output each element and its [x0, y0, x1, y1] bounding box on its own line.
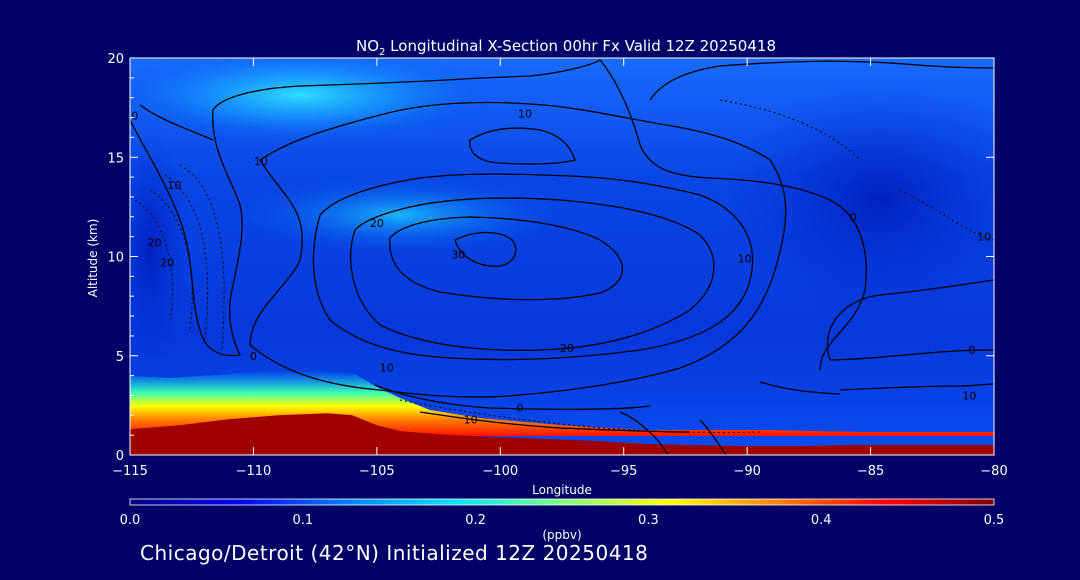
contour-label: 10: [380, 362, 394, 375]
contour-label: 10: [518, 108, 532, 121]
contour-label: 20: [560, 342, 574, 355]
contour-label-layer: 0 10 10 20 10 30 20 10 0 0 10 10 0 0 10 10 20 20: [131, 108, 991, 427]
colorbar-tick-label: 0.0: [120, 513, 141, 528]
contour-label: 10: [738, 252, 752, 265]
terrain-surface: [130, 413, 994, 455]
contour-label: 20: [148, 237, 162, 250]
x-tick-label: −100: [482, 464, 518, 479]
contour-label: 0: [131, 110, 138, 123]
colorbar: [130, 499, 994, 505]
contour-label: 20: [160, 256, 174, 269]
x-tick-label: −110: [236, 464, 272, 479]
y-axis-label: Altitude (km): [86, 219, 100, 298]
contour-line: [389, 216, 624, 301]
dotted-contour: [179, 164, 225, 351]
contour-label: 0: [850, 211, 857, 224]
axes-layer: −115 −110 −105 −100 −95 −90 −85 −80 0 5 10 15 20: [107, 52, 1007, 479]
x-tick-label: −95: [610, 464, 637, 479]
contour-line: [826, 279, 994, 361]
y-tick-label: 15: [107, 151, 124, 166]
contour-line: [829, 349, 994, 361]
dotted-contour: [134, 199, 174, 321]
upper-jet-field: [130, 58, 500, 145]
x-tick-label: −115: [112, 464, 148, 479]
east-dark-pool: [720, 80, 994, 320]
contour-lines: [130, 59, 994, 455]
negative-contours: [134, 99, 994, 433]
contour-line: [469, 127, 576, 165]
contour-label: 20: [370, 217, 384, 230]
x-axis-label: Longitude: [532, 483, 592, 497]
x-tick-label: −85: [857, 464, 884, 479]
dotted-contour: [149, 189, 193, 331]
contour-label: 10: [464, 413, 478, 426]
west-dark-pool: [130, 130, 190, 370]
contour-line: [374, 384, 651, 410]
colorbar-tick-label: 0.4: [811, 513, 832, 528]
x-tick-label: −90: [733, 464, 760, 479]
colorbar-tick-label: 0.5: [984, 513, 1005, 528]
colorbar-unit: (ppbv): [542, 528, 581, 542]
contour-line: [649, 60, 994, 101]
x-tick-label: −105: [359, 464, 395, 479]
contour-line: [699, 419, 727, 455]
contour-label: 0: [517, 401, 524, 414]
contour-line: [139, 104, 214, 141]
dotted-contour: [719, 99, 861, 161]
colorbar-frame: [129, 498, 995, 506]
plot-area: 0 10 10 20 10 30 20 10 0 0 10 10 0 0 10 10 20 20: [130, 58, 994, 455]
contour-label: 10: [254, 155, 268, 168]
chart-title: NO2 Longitudinal X-Section 00hr Fx Valid…: [356, 37, 776, 58]
contour-label: 10: [167, 179, 181, 192]
contour-line: [249, 101, 787, 398]
contour-line: [839, 383, 994, 391]
contour-label: 10: [962, 389, 976, 402]
y-tick-label: 20: [107, 52, 124, 67]
contour-label: 10: [977, 231, 991, 244]
contour-line: [454, 231, 517, 267]
contour-label: 0: [250, 350, 257, 363]
contour-line: [350, 197, 715, 351]
contour-label: 0: [968, 344, 975, 357]
y-tick-label: 10: [107, 251, 124, 266]
colorbar-tick-label: 0.1: [292, 513, 313, 528]
footer-caption: Chicago/Detroit (42°N) Initialized 12Z 2…: [140, 541, 649, 565]
contour-line: [212, 109, 243, 356]
colorbar-tick-label: 0.3: [638, 513, 659, 528]
contour-label: 30: [451, 249, 465, 262]
contour-line: [212, 59, 867, 371]
contour-line: [759, 381, 841, 395]
y-tick-label: 5: [116, 350, 124, 365]
dotted-contour: [399, 399, 761, 433]
terrain-layer: [130, 413, 994, 455]
colorbar-tick-label: 0.2: [465, 513, 486, 528]
dotted-contour: [899, 189, 994, 241]
mid-jet-field: [230, 175, 570, 255]
colorbar-ticks: 0.0 0.1 0.2 0.3 0.4 0.5: [120, 513, 1005, 528]
x-tick-label: −80: [980, 464, 1007, 479]
y-tick-label: 0: [116, 449, 124, 464]
contour-line: [312, 173, 754, 361]
